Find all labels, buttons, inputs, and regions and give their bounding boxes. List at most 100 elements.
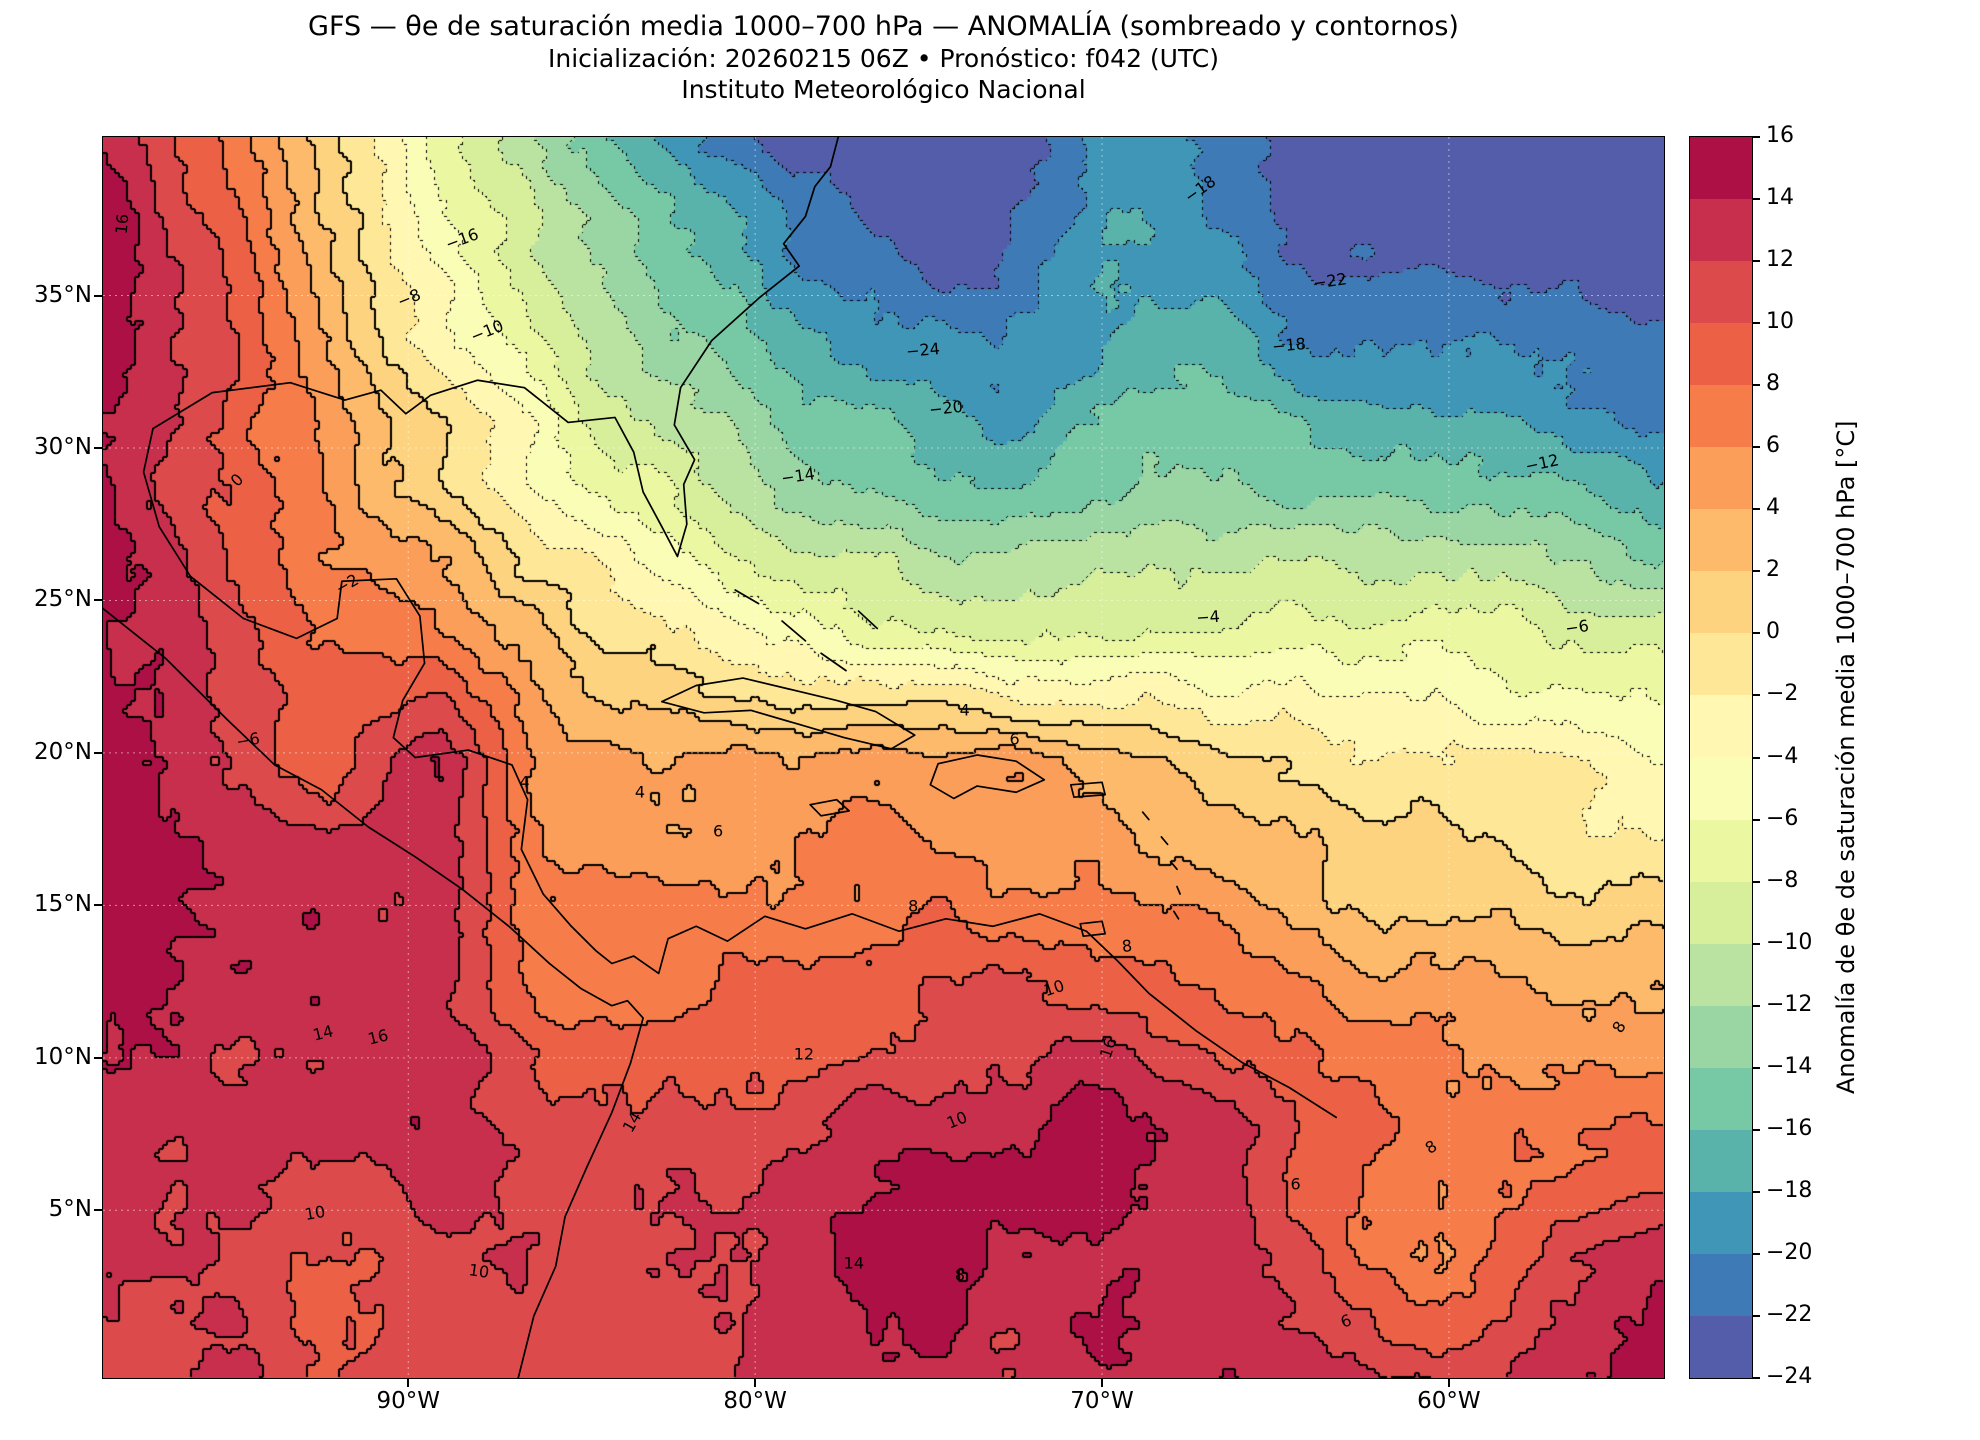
contour-label: −12 bbox=[1523, 450, 1561, 477]
contour-label: −22 bbox=[1311, 269, 1348, 293]
lon-tick-mark bbox=[754, 1378, 757, 1387]
contour-label: 4 bbox=[634, 782, 646, 802]
colorbar-segment bbox=[1690, 1315, 1752, 1378]
colorbar-segment bbox=[1690, 323, 1752, 386]
contour-label: −24 bbox=[904, 339, 941, 362]
colorbar-tick-label: −14 bbox=[1766, 1053, 1813, 1079]
colorbar-tick-mark bbox=[1752, 632, 1760, 635]
contour-label: 10 bbox=[303, 1201, 327, 1225]
anomaly-field-canvas bbox=[103, 137, 1664, 1378]
coastline bbox=[662, 678, 915, 749]
colorbar-tick-label: 12 bbox=[1766, 247, 1794, 273]
colorbar-segment bbox=[1690, 757, 1752, 820]
chart-subtitle: Inicialización: 20260215 06Z • Pronóstic… bbox=[548, 44, 1219, 73]
lat-tick-mark bbox=[94, 599, 103, 602]
colorbar-tick-mark bbox=[1752, 1252, 1760, 1255]
colorbar-segment bbox=[1690, 1253, 1752, 1316]
map-overlay bbox=[103, 137, 1664, 1378]
colorbar-segment bbox=[1690, 137, 1752, 200]
coastline bbox=[735, 590, 758, 604]
contour-label: 8 bbox=[954, 1265, 966, 1285]
contour-label: 16 bbox=[1096, 1035, 1121, 1061]
colorbar-tick-mark bbox=[1752, 1128, 1760, 1131]
colorbar-segment bbox=[1690, 571, 1752, 634]
coastline bbox=[782, 621, 805, 641]
colorbar-label: Anomalía de θe de saturación media 1000–… bbox=[1832, 420, 1860, 1095]
colorbar-segment bbox=[1690, 881, 1752, 944]
contour-label: −18 bbox=[1271, 334, 1308, 357]
colorbar-tick-label: 4 bbox=[1766, 495, 1780, 521]
colorbar-segment bbox=[1690, 819, 1752, 882]
colorbar bbox=[1689, 136, 1753, 1379]
lon-tick-mark bbox=[1447, 1378, 1450, 1387]
title-block: GFS — θe de saturación media 1000–700 hP… bbox=[103, 10, 1664, 105]
colorbar-tick-label: −18 bbox=[1766, 1177, 1813, 1203]
colorbar-segment bbox=[1690, 199, 1752, 262]
contour-label: −20 bbox=[928, 396, 964, 419]
colorbar-tick-mark bbox=[1752, 322, 1760, 325]
lat-tick-label: 30°N bbox=[34, 434, 92, 460]
contour-label: −6 bbox=[1563, 616, 1590, 639]
coastline bbox=[1174, 911, 1179, 918]
contour-label: 10 bbox=[467, 1260, 491, 1283]
lat-tick-label: 5°N bbox=[48, 1196, 92, 1223]
contour-label: 8 bbox=[908, 896, 919, 916]
contour-label: 8 bbox=[1607, 1017, 1630, 1036]
lon-tick-label: 70°W bbox=[1070, 1388, 1134, 1414]
colorbar-segment bbox=[1690, 943, 1752, 1006]
contour-label: 6 bbox=[1337, 1310, 1354, 1332]
contour-label: 14 bbox=[618, 1108, 646, 1136]
contour-label: 4 bbox=[959, 700, 970, 720]
coastline bbox=[1080, 921, 1105, 936]
coastline bbox=[144, 429, 1337, 1118]
colorbar-tick-mark bbox=[1752, 942, 1760, 945]
coastline bbox=[1071, 782, 1105, 797]
lon-tick-mark bbox=[407, 1378, 410, 1387]
chart-institution: Instituto Meteorológico Nacional bbox=[681, 75, 1086, 104]
colorbar-tick-label: −6 bbox=[1766, 805, 1799, 831]
coastline bbox=[153, 137, 838, 556]
colorbar-tick-mark bbox=[1752, 1377, 1760, 1379]
colorbar-tick-mark bbox=[1752, 1314, 1760, 1317]
coastline bbox=[930, 755, 1044, 798]
colorbar-tick-label: 0 bbox=[1766, 619, 1780, 645]
coastline bbox=[1177, 887, 1180, 894]
lat-tick-label: 10°N bbox=[34, 1043, 92, 1070]
lat-tick-mark bbox=[94, 904, 103, 907]
lat-tick-label: 25°N bbox=[34, 586, 92, 613]
colorbar-tick-label: −10 bbox=[1766, 929, 1813, 955]
lon-tick-mark bbox=[1101, 1378, 1104, 1387]
contour-label: 0 bbox=[226, 469, 248, 490]
lat-tick-label: 35°N bbox=[34, 281, 92, 308]
colorbar-segment bbox=[1690, 261, 1752, 324]
coastline bbox=[1161, 837, 1167, 844]
contour-label: 4 bbox=[519, 772, 530, 792]
colorbar-tick-label: −22 bbox=[1766, 1301, 1813, 1327]
colorbar-tick-mark bbox=[1752, 260, 1760, 263]
colorbar-segment bbox=[1690, 385, 1752, 448]
colorbar-tick-mark bbox=[1752, 694, 1760, 697]
lon-tick-label: 80°W bbox=[723, 1388, 787, 1414]
colorbar-tick-label: −8 bbox=[1766, 867, 1799, 893]
coastline bbox=[103, 609, 643, 1378]
colorbar-tick-label: −16 bbox=[1766, 1115, 1813, 1141]
colorbar-tick-mark bbox=[1752, 136, 1760, 138]
colorbar-tick-mark bbox=[1752, 1190, 1760, 1193]
colorbar-segment bbox=[1690, 1191, 1752, 1254]
colorbar-segment bbox=[1690, 1067, 1752, 1130]
colorbar-tick-mark bbox=[1752, 198, 1760, 201]
colorbar-tick-label: 10 bbox=[1766, 309, 1794, 335]
contour-label: 8 bbox=[1422, 1136, 1441, 1158]
lat-tick-mark bbox=[94, 1056, 103, 1059]
contour-label: 12 bbox=[793, 1044, 815, 1064]
lat-tick-label: 15°N bbox=[34, 891, 92, 918]
contour-label: 16 bbox=[365, 1025, 390, 1049]
colorbar-tick-label: −4 bbox=[1766, 743, 1799, 769]
contour-label: −4 bbox=[1195, 606, 1221, 628]
contour-label: 6 bbox=[1009, 729, 1020, 749]
colorbar-segment bbox=[1690, 1005, 1752, 1068]
contour-label: −18 bbox=[1181, 171, 1220, 207]
colorbar-tick-mark bbox=[1752, 508, 1760, 511]
lon-tick-label: 60°W bbox=[1417, 1388, 1481, 1414]
colorbar-tick-label: 6 bbox=[1766, 433, 1780, 459]
